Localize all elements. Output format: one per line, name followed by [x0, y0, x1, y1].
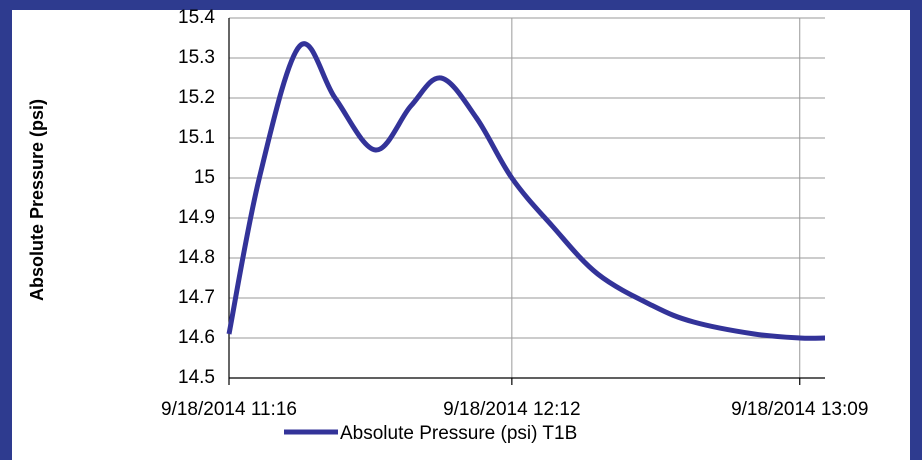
x-tick-label: 9/18/2014 12:12 — [443, 399, 580, 420]
y-tick-label: 14.7 — [178, 287, 215, 308]
y-tick-label: 15.1 — [178, 127, 215, 148]
x-tick-label: 9/18/2014 11:16 — [161, 399, 297, 420]
y-tick-label: 15.2 — [178, 87, 215, 108]
series-line — [226, 41, 826, 341]
x-tick-label: 9/18/2014 13:09 — [731, 399, 868, 420]
legend-label: Absolute Pressure (psi) T1B — [340, 423, 577, 444]
y-tick-label: 15 — [194, 167, 215, 188]
y-tick-label: 14.5 — [178, 367, 215, 388]
y-tick-label: 15.3 — [178, 47, 215, 68]
y-tick-label: 14.8 — [178, 247, 215, 268]
chart-background — [12, 10, 910, 460]
y-tick-label: 14.9 — [178, 207, 215, 228]
y-axis-label: Absolute Pressure (psi) — [27, 99, 47, 301]
y-tick-label: 14.6 — [178, 327, 215, 348]
y-tick-label: 15.4 — [178, 7, 215, 28]
